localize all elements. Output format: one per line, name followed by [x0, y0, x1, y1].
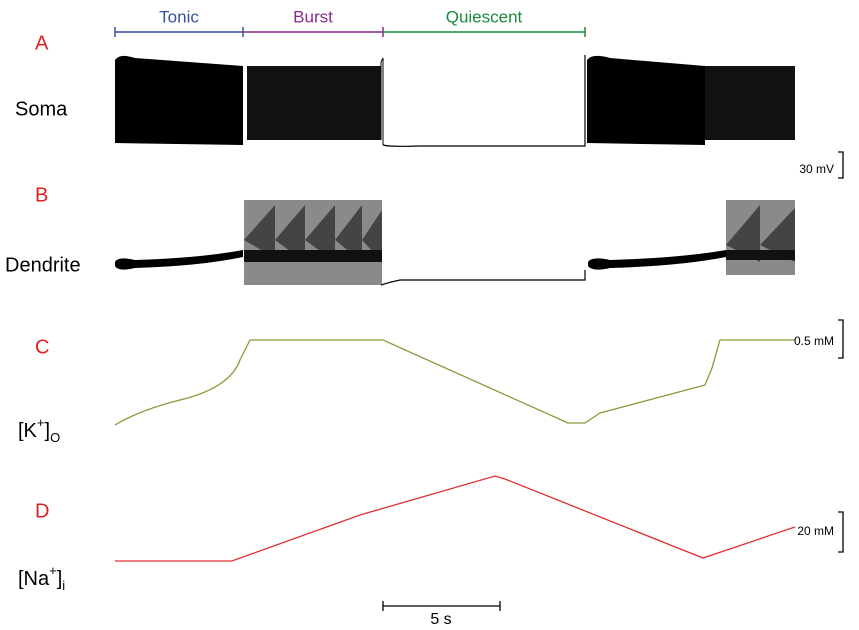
k-trace — [114, 339, 795, 426]
phase-bars — [114, 27, 586, 37]
scale-bars — [382, 151, 844, 611]
dendrite-trace — [115, 200, 795, 286]
scale-label: 30 mV — [799, 162, 834, 176]
trace-label: [Na+]i — [18, 563, 65, 593]
phase-label: Quiescent — [446, 7, 523, 26]
panel-letter: B — [35, 184, 48, 206]
tonic-bar — [114, 27, 244, 37]
panel-letter: D — [35, 500, 49, 522]
scale-label: 5 s — [430, 611, 451, 628]
phase-label: Burst — [293, 7, 333, 26]
soma-trace — [115, 55, 795, 147]
trace-label: Soma — [15, 98, 68, 120]
quiescent-bar — [383, 27, 586, 37]
trace-label: Dendrite — [5, 254, 81, 276]
burst-bar — [243, 27, 384, 37]
phase-label: Tonic — [159, 7, 199, 26]
scale-label: 0.5 mM — [794, 334, 834, 348]
panel-letter: C — [35, 336, 49, 358]
trace-label: [K+]O — [18, 415, 60, 445]
panel-letter: A — [35, 32, 49, 54]
scale-label: 20 mM — [797, 524, 834, 538]
na-trace — [115, 475, 796, 562]
